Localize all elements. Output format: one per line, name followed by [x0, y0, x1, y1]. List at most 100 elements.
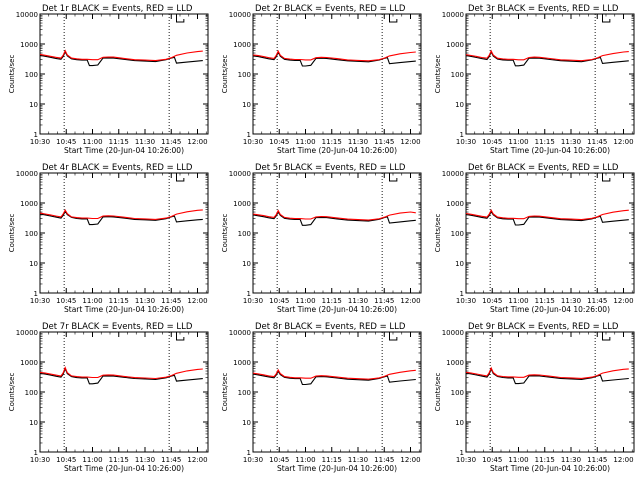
- y-axis-label: Counts/sec: [221, 55, 229, 94]
- x-tick-label: 10:45: [269, 456, 289, 464]
- x-tick-label: 11:15: [535, 456, 555, 464]
- y-tick-label: 1: [34, 290, 38, 298]
- y-tick-label: 10: [455, 419, 464, 427]
- series-line-events: [39, 50, 203, 67]
- series-line-lld: [252, 49, 416, 62]
- chart-title: Det 5r BLACK = Events, RED = LLD: [255, 163, 406, 173]
- y-tick-label: 1: [247, 449, 251, 457]
- x-tick-label: 12:00: [613, 138, 633, 146]
- chart-panel-5: Det 5r BLACK = Events, RED = LLD 1 10 100 10…: [221, 163, 422, 314]
- y-tick-label: 1000: [20, 200, 38, 208]
- x-tick-label: 11:15: [109, 297, 129, 305]
- y-tick-label: 10: [242, 101, 251, 109]
- x-tick-label: 12:00: [400, 138, 420, 146]
- x-tick-label: 11:45: [161, 456, 181, 464]
- series-line-events: [465, 50, 629, 67]
- chart-title: Det 3r BLACK = Events, RED = LLD: [468, 4, 619, 14]
- x-tick-label: 11:30: [348, 138, 368, 146]
- x-tick-label: 11:30: [561, 138, 581, 146]
- x-tick-label: 11:00: [295, 297, 315, 305]
- y-axis-label: Counts/sec: [8, 373, 16, 412]
- y-tick-label: 100: [238, 230, 251, 238]
- x-tick-label: 11:30: [135, 297, 155, 305]
- x-axis-label: Start Time (20-Jun-04 10:26:00): [490, 464, 610, 473]
- y-axis-label: Counts/sec: [8, 55, 16, 94]
- y-axis-label: Counts/sec: [434, 55, 442, 94]
- y-tick-label: 10: [455, 101, 464, 109]
- x-axis-label: Start Time (20-Jun-04 10:26:00): [277, 305, 397, 314]
- x-tick-label: 10:45: [482, 456, 502, 464]
- plot-frame: [252, 331, 422, 453]
- x-tick-label: 10:30: [456, 297, 476, 305]
- y-axis-label: Counts/sec: [434, 373, 442, 412]
- saa-marker: [602, 173, 611, 182]
- plot-frame: [465, 13, 635, 135]
- x-tick-label: 11:00: [82, 297, 102, 305]
- y-axis-label: Counts/sec: [221, 373, 229, 412]
- x-tick-label: 11:30: [135, 456, 155, 464]
- chart-panel-2: Det 2r BLACK = Events, RED = LLD 1 10 100 10…: [221, 4, 422, 155]
- y-tick-label: 100: [451, 230, 464, 238]
- x-axis-label: Start Time (20-Jun-04 10:26:00): [490, 146, 610, 155]
- y-tick-label: 100: [25, 230, 38, 238]
- chart-title: Det 7r BLACK = Events, RED = LLD: [42, 322, 193, 332]
- x-tick-label: 10:45: [269, 138, 289, 146]
- y-tick-label: 10000: [16, 329, 38, 337]
- series-line-lld: [465, 49, 629, 62]
- plot-frame: [465, 172, 635, 294]
- x-tick-label: 10:30: [456, 456, 476, 464]
- y-tick-label: 10000: [229, 170, 251, 178]
- x-tick-label: 12:00: [187, 456, 207, 464]
- series-line-events: [465, 367, 629, 385]
- saa-marker: [176, 332, 185, 341]
- x-tick-label: 11:15: [322, 456, 342, 464]
- y-tick-label: 10000: [229, 329, 251, 337]
- series-line-lld: [465, 209, 629, 221]
- x-tick-label: 10:45: [56, 138, 76, 146]
- x-tick-label: 11:45: [587, 456, 607, 464]
- x-tick-label: 11:15: [322, 297, 342, 305]
- x-tick-label: 11:45: [374, 456, 394, 464]
- x-tick-label: 11:30: [135, 138, 155, 146]
- chart-title: Det 9r BLACK = Events, RED = LLD: [468, 322, 619, 332]
- series-line-lld: [252, 368, 416, 380]
- chart-title: Det 2r BLACK = Events, RED = LLD: [255, 4, 406, 14]
- y-tick-label: 10000: [16, 170, 38, 178]
- plot-frame: [465, 331, 635, 453]
- y-tick-label: 10000: [442, 170, 464, 178]
- x-tick-label: 12:00: [400, 297, 420, 305]
- y-tick-label: 1000: [233, 200, 251, 208]
- series-line-lld: [39, 366, 203, 380]
- y-tick-label: 1000: [20, 41, 38, 49]
- x-tick-label: 11:45: [161, 138, 181, 146]
- x-tick-label: 11:00: [508, 297, 528, 305]
- x-tick-label: 12:00: [613, 297, 633, 305]
- x-tick-label: 11:00: [82, 138, 102, 146]
- chart-panel-3: Det 3r BLACK = Events, RED = LLD 1 10 100 10…: [434, 4, 635, 155]
- plot-frame: [252, 13, 422, 135]
- x-tick-label: 10:30: [243, 297, 263, 305]
- x-axis-label: Start Time (20-Jun-04 10:26:00): [64, 305, 184, 314]
- x-tick-label: 11:15: [535, 297, 555, 305]
- series-line-lld: [465, 366, 629, 379]
- series-line-events: [39, 210, 203, 226]
- x-tick-label: 10:45: [482, 297, 502, 305]
- x-tick-label: 11:00: [508, 456, 528, 464]
- x-tick-label: 12:00: [613, 456, 633, 464]
- chart-panel-6: Det 6r BLACK = Events, RED = LLD 1 10 100 10…: [434, 163, 635, 314]
- y-tick-label: 1: [460, 131, 464, 139]
- chart-panel-4: Det 4r BLACK = Events, RED = LLD 1 10 100 10…: [8, 163, 209, 314]
- y-tick-label: 100: [451, 389, 464, 397]
- chart-panel-8: Det 8r BLACK = Events, RED = LLD 1 10 100 10…: [221, 322, 422, 473]
- x-tick-label: 11:45: [374, 297, 394, 305]
- x-axis-label: Start Time (20-Jun-04 10:26:00): [277, 146, 397, 155]
- chart-title: Det 6r BLACK = Events, RED = LLD: [468, 163, 619, 173]
- y-tick-label: 10: [29, 419, 38, 427]
- y-tick-label: 1: [247, 131, 251, 139]
- y-tick-label: 1000: [446, 200, 464, 208]
- x-tick-label: 10:30: [30, 138, 50, 146]
- y-tick-label: 100: [238, 71, 251, 79]
- chart-title: Det 4r BLACK = Events, RED = LLD: [42, 163, 193, 173]
- x-tick-label: 11:30: [561, 456, 581, 464]
